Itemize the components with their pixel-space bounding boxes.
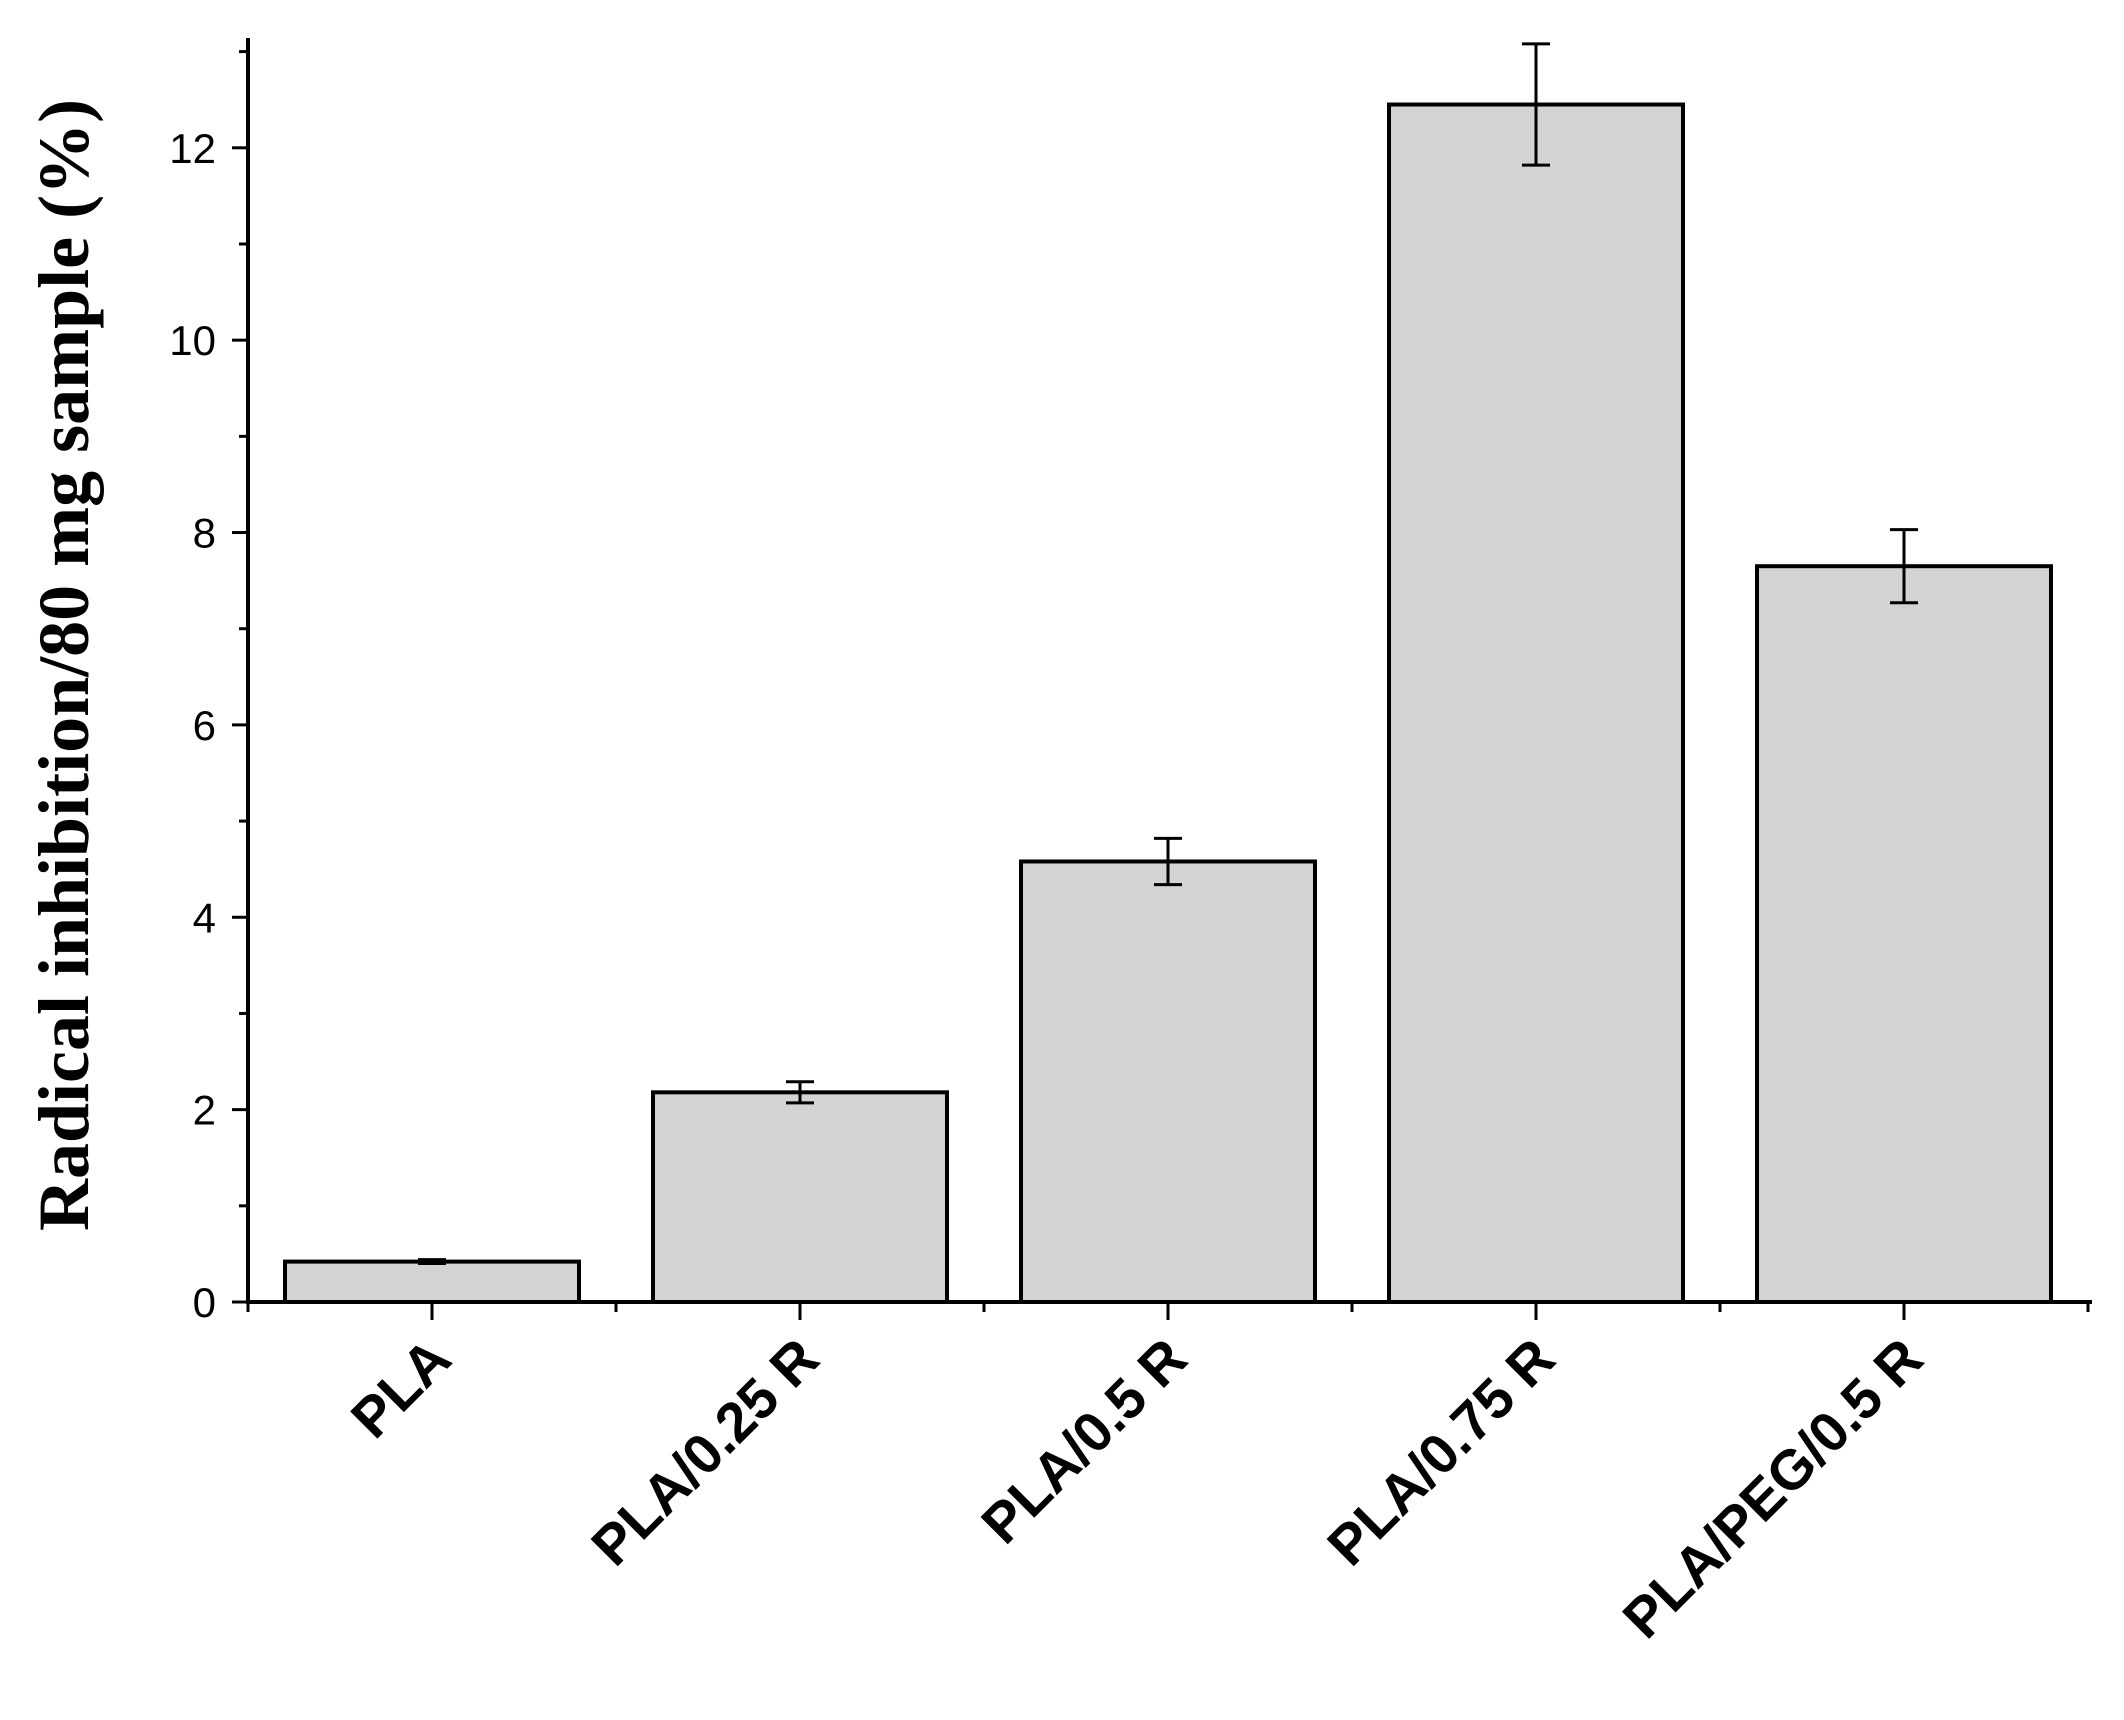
y-tick-label-0: 0 bbox=[193, 1279, 216, 1326]
x-tick-label-4: PLA/0.75 R bbox=[1315, 1326, 1566, 1577]
x-tick-label-5: PLA/PEG/0.5 R bbox=[1610, 1326, 1934, 1650]
error-bars-layer bbox=[418, 42, 1918, 1266]
bars-layer bbox=[283, 102, 2053, 1305]
error-bar-1 bbox=[418, 1258, 446, 1266]
y-tick-label-10: 10 bbox=[169, 317, 216, 364]
bar-5 bbox=[1755, 564, 2053, 1304]
bar-4 bbox=[1387, 102, 1685, 1305]
bar-1 bbox=[283, 1259, 581, 1304]
bar-3 bbox=[1019, 859, 1317, 1304]
y-tick-label-8: 8 bbox=[193, 510, 216, 557]
x-tick-label-1: PLA bbox=[339, 1326, 463, 1450]
y-tick-label-4: 4 bbox=[193, 894, 216, 941]
y-tick-label-12: 12 bbox=[169, 125, 216, 172]
y-tick-labels: 0 2 4 6 8 10 12 bbox=[169, 125, 216, 1326]
error-bar-2 bbox=[786, 1080, 814, 1105]
bar-2 bbox=[651, 1090, 949, 1304]
error-bar-3 bbox=[1154, 836, 1182, 887]
x-tick-label-2: PLA/0.25 R bbox=[579, 1326, 830, 1577]
y-axis-label: Radical inhibition/80 mg sample (%) bbox=[24, 99, 104, 1231]
x-tick-labels: PLA PLA/0.25 R PLA/0.5 R PLA/0.75 R PLA/PEG/… bbox=[339, 1326, 1935, 1650]
x-tick-label-3: PLA/0.5 R bbox=[969, 1326, 1198, 1555]
error-bar-4 bbox=[1522, 42, 1550, 167]
y-tick-label-6: 6 bbox=[193, 702, 216, 749]
error-bar-5 bbox=[1890, 528, 1918, 605]
y-tick-label-2: 2 bbox=[193, 1087, 216, 1134]
axes-layer bbox=[232, 38, 2092, 1320]
